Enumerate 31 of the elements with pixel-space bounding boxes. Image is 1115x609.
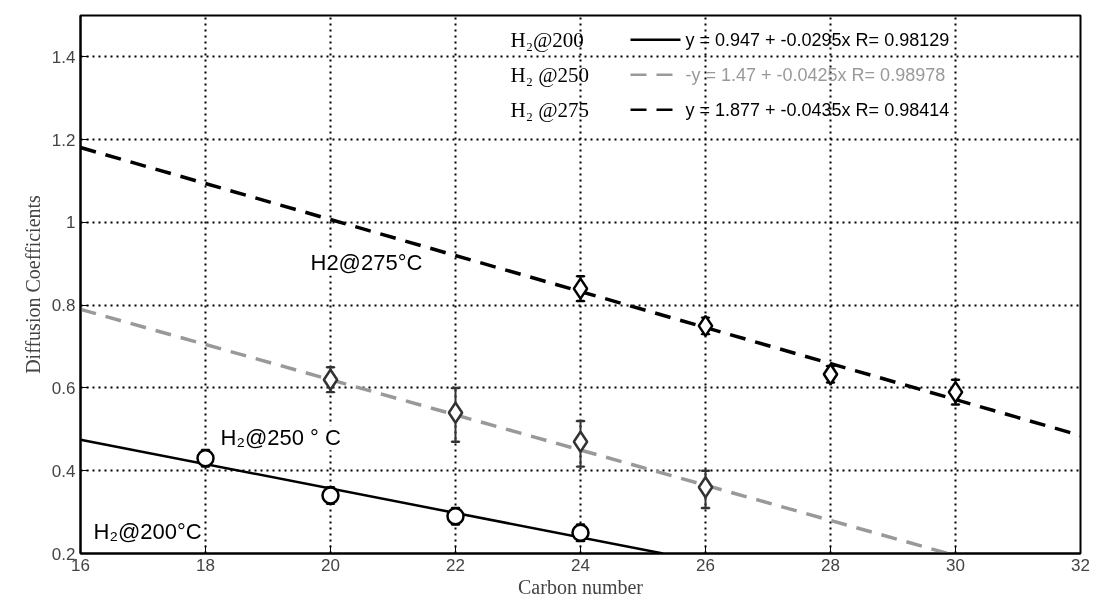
- annotation: H2@275°C: [310, 250, 423, 276]
- y-tick-label: 1.2: [51, 130, 76, 150]
- point: [571, 523, 590, 543]
- point: [196, 449, 215, 468]
- x-tick-label: 26: [696, 555, 715, 575]
- y-tick-label: 0.8: [51, 296, 76, 316]
- legend-label: H₂ @250: [510, 62, 590, 87]
- point: [321, 486, 340, 505]
- annotation: H₂@200°C: [93, 519, 202, 545]
- x-tick-label: 28: [821, 555, 840, 575]
- y-axis-title: Diffusion Coefficients: [21, 194, 44, 374]
- x-tick-label: 18: [196, 555, 215, 575]
- legend-label: H₂@200: [510, 27, 584, 52]
- annotation: H₂@250 ° C: [220, 425, 341, 451]
- point: [697, 476, 714, 499]
- x-tick-label: 32: [1071, 555, 1090, 575]
- annotation: -y = 1.47 + -0.0425x R= 0.98978: [685, 64, 946, 85]
- x-tick-label: 30: [946, 555, 965, 575]
- x-axis-title: Carbon number: [518, 575, 644, 598]
- y-tick-label: 1: [66, 213, 76, 233]
- x-tick-label: 24: [571, 555, 590, 575]
- y-tick-label: 0.6: [51, 378, 76, 398]
- x-tick-label: 20: [321, 555, 340, 575]
- y-tick-label: 1.4: [51, 47, 76, 67]
- legend-label: H₂ @275: [510, 97, 590, 122]
- annotation: y = 1.877 + -0.0435x R= 0.98414: [685, 99, 950, 120]
- x-tick-label: 22: [446, 555, 465, 575]
- point: [572, 430, 589, 454]
- point: [447, 401, 464, 425]
- point: [446, 507, 465, 526]
- y-tick-label: 0.4: [51, 461, 76, 481]
